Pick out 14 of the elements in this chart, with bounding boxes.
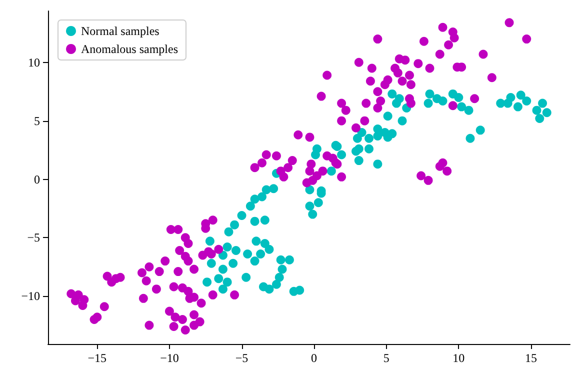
legend-label: Anomalous samples — [81, 42, 178, 56]
y-tick-label: −5 — [27, 230, 40, 245]
y-tick-label: 5 — [34, 114, 40, 128]
x-tick-label: 10 — [452, 351, 465, 365]
x-tick-label: −10 — [160, 351, 179, 365]
legend-label: Normal samples — [81, 24, 160, 38]
y-tick-label: 10 — [28, 55, 40, 70]
x-tick-label: −5 — [235, 351, 248, 365]
x-tick-label: 0 — [311, 351, 318, 365]
x-tick-label: 5 — [383, 351, 390, 365]
y-tick-label: −10 — [21, 289, 40, 304]
x-tick-label: 15 — [524, 351, 537, 365]
y-tick-label: 0 — [34, 172, 40, 186]
x-tick-label: −15 — [88, 351, 107, 365]
